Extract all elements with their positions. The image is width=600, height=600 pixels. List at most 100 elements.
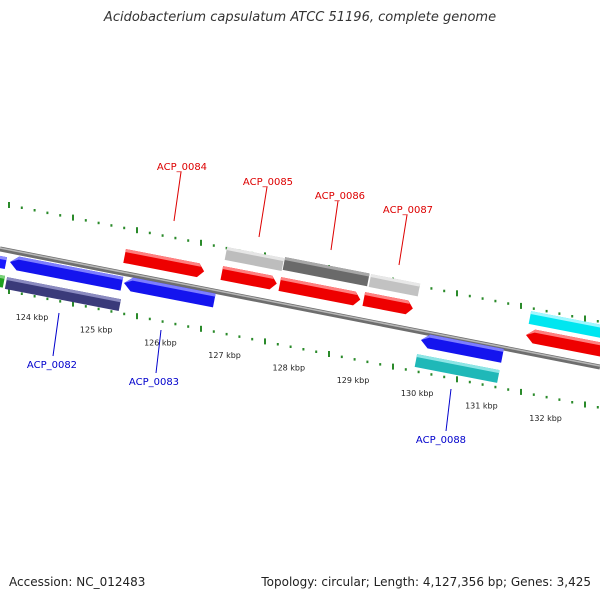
inner-tick-mark <box>584 401 586 408</box>
inner-tick-mark <box>353 358 356 361</box>
map-title: Acidobacterium capsulatum ATCC 51196, co… <box>103 10 497 25</box>
outer-tick-mark <box>187 239 190 242</box>
inner-tick-mark <box>33 295 36 298</box>
gene-arrow-acp-0088-track2 <box>414 354 500 383</box>
inner-tick-mark <box>225 332 228 336</box>
inner-tick-mark <box>161 320 164 323</box>
outer-tick-mark <box>520 302 522 309</box>
topology-text: Topology: circular; Length: 4,127,356 bp… <box>261 575 591 589</box>
gene-labels: ACP_0084 ACP_0085 ACP_0086 ACP_0087 ACP_… <box>27 162 466 446</box>
outer-tick-mark <box>136 227 138 234</box>
outer-tick-mark <box>123 226 126 230</box>
inner-tick-mark <box>72 300 74 307</box>
gene-arrow-acp-0087-track2 <box>362 292 413 315</box>
outer-tick-mark <box>443 289 446 293</box>
inner-tick-mark <box>315 350 318 353</box>
gene-arrow-acp-0085 <box>224 247 285 271</box>
kbp-tick-label: 124 kbp <box>16 313 49 322</box>
outer-tick-mark <box>59 214 62 217</box>
inner-tick-mark <box>340 355 343 359</box>
gene-arrow-acp-0083 <box>124 277 216 308</box>
gene-label-acp-0085: ACP_0085 <box>243 177 293 188</box>
outer-tick-mark <box>558 312 561 315</box>
inner-tick-mark <box>148 317 151 321</box>
gene-arrow-acp-0088 <box>421 334 504 363</box>
inner-tick-mark <box>507 388 510 391</box>
inner-tick-mark <box>264 338 266 345</box>
inner-tick-mark <box>328 351 330 357</box>
outer-tick-mark <box>545 309 548 313</box>
gene-arrow-acp-0082 <box>10 256 124 291</box>
inner-tick-mark <box>596 406 599 409</box>
inner-tick-mark <box>123 312 126 316</box>
outer-tick-mark <box>8 202 10 208</box>
inner-tick-mark <box>494 385 497 389</box>
outer-tick-mark <box>532 307 535 310</box>
outer-tick-mark <box>584 315 586 322</box>
outer-tick-mark <box>148 231 151 235</box>
inner-tick-mark <box>84 305 87 308</box>
outer-tick-mark <box>72 214 74 221</box>
inner-tick-mark <box>430 373 433 376</box>
gene-arrow-acp-0084 <box>123 249 205 278</box>
inner-tick-mark <box>251 337 254 341</box>
gene-arrow-acp-0087 <box>368 274 421 297</box>
inner-tick-mark <box>366 360 369 364</box>
outer-tick-mark <box>507 302 510 305</box>
gene-label-acp-0088: ACP_0088 <box>416 435 466 446</box>
outer-tick-mark <box>46 211 49 215</box>
inner-tick-mark <box>174 322 177 326</box>
inner-tick-mark <box>46 297 49 301</box>
backbone <box>0 246 600 370</box>
kbp-tick-label: 130 kbp <box>401 389 434 398</box>
gene-label-acp-0086: ACP_0086 <box>315 191 365 202</box>
inner-tick-mark <box>443 375 446 379</box>
gene-arrow-acp-0082-track2 <box>4 277 122 312</box>
gene-label-acp-0082: ACP_0082 <box>27 360 77 371</box>
inner-tick-mark <box>481 383 484 386</box>
kbp-tick-label: 128 kbp <box>272 364 305 373</box>
inner-tick-mark <box>417 370 420 374</box>
kbp-tick-label: 125 kbp <box>80 326 113 335</box>
outer-tick-mark <box>571 315 574 318</box>
inner-tick-mark <box>532 393 535 396</box>
inner-tick-mark <box>379 363 382 366</box>
inner-tick-mark <box>289 345 292 348</box>
outer-tick-mark <box>33 209 36 212</box>
outer-tick-mark <box>212 244 215 247</box>
outer-tick-mark <box>97 221 100 225</box>
inner-tick-mark <box>20 292 23 295</box>
kbp-tick-label: 127 kbp <box>208 351 241 360</box>
outer-tick-mark <box>200 239 202 246</box>
inner-tick-mark <box>8 288 10 294</box>
gene-arrow-partial-left-blue <box>0 254 8 270</box>
outer-tick-mark <box>161 234 164 237</box>
feature-blocks <box>0 247 600 383</box>
inner-tick-mark <box>212 330 215 333</box>
inner-tick-mark <box>392 363 394 370</box>
inner-tick-mark <box>520 388 522 395</box>
inner-tick-mark <box>404 368 407 371</box>
inner-tick-mark <box>110 310 113 313</box>
inner-tick-track <box>8 288 599 409</box>
inner-tick-mark <box>59 300 62 303</box>
outer-tick-mark <box>596 320 599 323</box>
gene-arrow-partial-right-red <box>526 329 600 358</box>
outer-tick-mark <box>494 299 497 303</box>
gene-arrow-partial-left-green <box>0 273 6 288</box>
gene-label-acp-0084: ACP_0084 <box>157 162 207 173</box>
gene-arrow-partial-right-cyan <box>528 311 600 340</box>
kbp-labels: 124 kbp 125 kbp 126 kbp 127 kbp 128 kbp 129 k… <box>16 313 562 423</box>
inner-tick-mark <box>238 335 241 338</box>
gene-label-acp-0083: ACP_0083 <box>129 377 179 388</box>
inner-tick-mark <box>136 313 138 320</box>
outer-tick-mark <box>174 236 177 240</box>
outer-tick-mark <box>481 297 484 300</box>
inner-tick-mark <box>302 348 305 351</box>
outer-tick-mark <box>430 287 433 290</box>
outer-tick-mark <box>225 246 228 250</box>
kbp-tick-label: 131 kbp <box>465 402 498 411</box>
inner-tick-mark <box>558 398 561 401</box>
inner-tick-mark <box>456 376 458 383</box>
